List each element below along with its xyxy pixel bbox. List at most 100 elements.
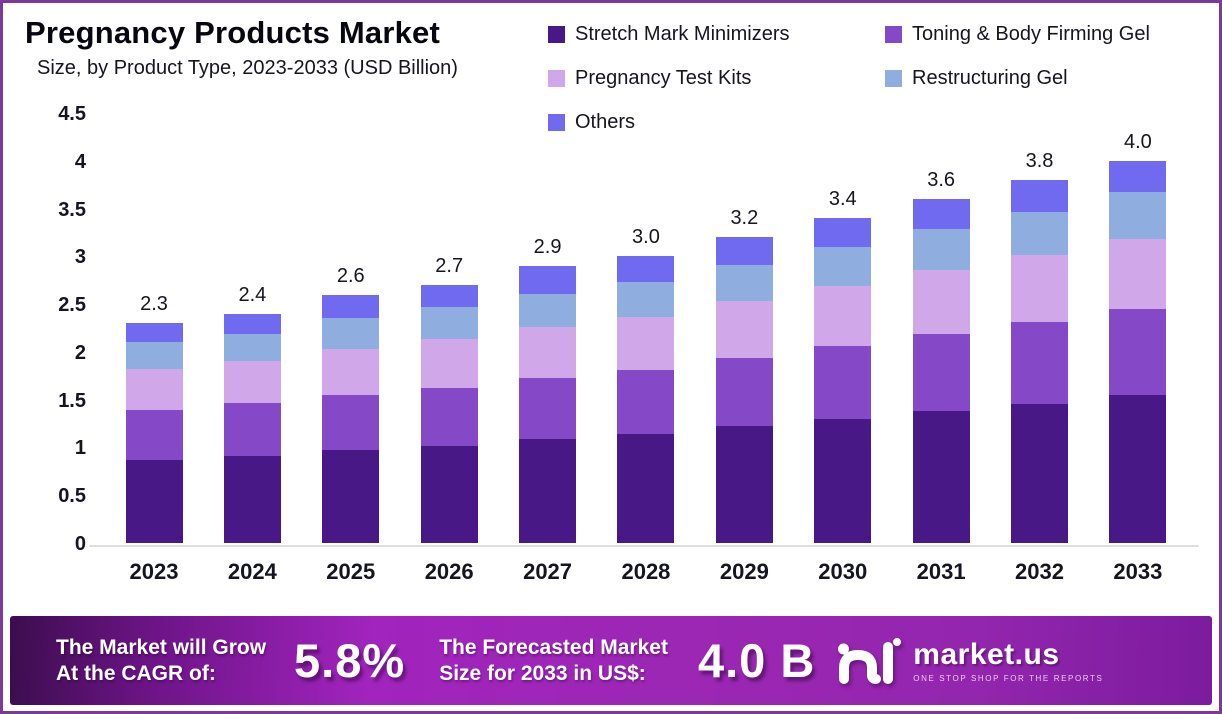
bar-stack <box>1011 180 1069 543</box>
x-axis-year-label: 2028 <box>621 559 671 584</box>
stacked-bar-chart: 4.5 4 3.5 3 2.5 2 1.5 1 0.5 0 2.3 2023 2.4 2024 2.6 20… <box>31 103 1199 615</box>
page-title: Pregnancy Products Market <box>25 15 441 50</box>
y-axis-tick-label: 4.5 <box>58 103 86 125</box>
bar-stack <box>420 285 478 543</box>
y-axis-tick-label: 1 <box>74 437 86 460</box>
cagr-value: 5.8% <box>294 634 406 687</box>
legend-swatch-icon <box>885 70 902 87</box>
x-axis-year-label: 2023 <box>129 559 179 584</box>
cagr-label-line2: At the CAGR of: <box>56 661 216 685</box>
x-axis-year-label: 2026 <box>424 559 474 584</box>
bar-segment <box>814 218 872 247</box>
bar-segment <box>322 450 380 543</box>
bar-segment <box>715 264 773 302</box>
bar-total-label: 3.4 <box>828 188 857 211</box>
bar-segment <box>420 388 478 446</box>
y-axis-tick-label: 1.5 <box>58 389 86 412</box>
brand-tagline: ONE STOP SHOP FOR THE REPORTS <box>913 674 1104 683</box>
bar-column: 2.6 2025 <box>322 115 380 585</box>
bar-segment <box>1109 192 1167 240</box>
bar-stack <box>1109 160 1167 543</box>
y-axis: 4.5 4 3.5 3 2.5 2 1.5 1 0.5 0 <box>31 103 86 555</box>
bar-segment <box>1011 211 1069 255</box>
bar-segment <box>1011 322 1069 404</box>
bar-segment <box>1109 239 1167 309</box>
legend-swatch-icon <box>548 114 565 131</box>
x-axis-year-label: 2033 <box>1113 559 1163 584</box>
title-block: Pregnancy Products Market Size, by Produ… <box>25 15 458 80</box>
marketus-logo: market.us ONE STOP SHOP FOR THE REPORTS <box>837 634 1103 688</box>
y-axis-tick-label: 0 <box>74 533 86 555</box>
bar-segment <box>617 370 675 435</box>
bar-segment <box>1109 394 1167 543</box>
x-axis-year-label: 2030 <box>818 559 868 584</box>
bar-segment <box>1109 160 1167 193</box>
bar-segment <box>912 269 970 334</box>
bar-stack <box>715 237 773 543</box>
y-axis-tick-label: 3 <box>74 246 86 269</box>
bar-segment <box>715 301 773 358</box>
bar-column: 3.2 2029 <box>715 115 773 585</box>
bar-segment <box>912 333 970 412</box>
bar-segment <box>223 333 281 362</box>
x-axis-year-label: 2032 <box>1015 559 1064 584</box>
bar-total-label: 2.3 <box>140 293 168 316</box>
legend-item: Pregnancy Test Kits <box>548 67 885 90</box>
bar-segment <box>519 293 577 328</box>
legend-label: Stretch Mark Minimizers <box>575 23 790 45</box>
bar-segment <box>420 338 478 389</box>
bar-segment <box>1109 308 1167 395</box>
plot-area: 2.3 2023 2.4 2024 2.6 2025 2.7 2026 2.9 2027 3.0 20… <box>89 115 1199 585</box>
legend-item: Restructuring Gel <box>885 67 1205 90</box>
bar-segment <box>322 349 380 395</box>
bar-stack <box>519 265 577 543</box>
bar-column: 4.0 2033 <box>1109 115 1167 585</box>
bar-total-label: 2.9 <box>533 235 562 258</box>
bar-column: 2.3 2023 <box>125 115 183 585</box>
legend-swatch-icon <box>548 70 565 87</box>
bar-total-label: 2.6 <box>336 264 365 287</box>
y-axis-tick-label: 3.5 <box>58 198 86 221</box>
bar-segment <box>125 323 183 343</box>
bar-segment <box>912 228 970 270</box>
legend-swatch-icon <box>548 26 565 43</box>
bar-segment <box>814 418 872 543</box>
forecast-label-line1: The Forecasted Market <box>439 635 668 659</box>
bar-segment <box>322 317 380 350</box>
y-axis-tick-label: 2.5 <box>58 294 86 317</box>
bar-segment <box>125 369 183 411</box>
bar-column: 3.0 2028 <box>617 115 675 585</box>
bar-segment <box>420 307 478 339</box>
bar-total-label: 3.0 <box>632 226 660 249</box>
forecast-label: The Forecasted Market Size for 2033 in U… <box>439 635 668 686</box>
cagr-label: The Market will Grow At the CAGR of: <box>56 635 266 686</box>
y-axis-tick-label: 4 <box>74 150 86 173</box>
bar-segment <box>420 285 478 308</box>
bar-segment <box>519 327 577 378</box>
cagr-label-line1: The Market will Grow <box>56 635 267 659</box>
bar-segment <box>912 411 970 543</box>
bar-segment <box>223 361 281 404</box>
bar-segment <box>519 377 577 439</box>
x-axis-baseline <box>89 545 1199 547</box>
marketus-logo-icon <box>838 637 902 684</box>
bar-segment <box>322 294 380 318</box>
bar-segment <box>519 438 577 543</box>
bar-segment <box>1011 254 1069 323</box>
bar-stack <box>223 313 281 543</box>
bar-segment <box>420 445 478 543</box>
page-subtitle: Size, by Product Type, 2023-2033 (USD Bi… <box>37 57 458 79</box>
bar-segment <box>125 342 183 370</box>
bar-segment <box>814 246 872 287</box>
bar-column: 3.4 2030 <box>814 115 872 585</box>
bar-segment <box>814 286 872 347</box>
bar-segment <box>617 256 675 283</box>
bar-column: 2.9 2027 <box>519 115 577 585</box>
legend-label: Restructuring Gel <box>912 67 1068 89</box>
bar-stack <box>814 218 872 543</box>
bar-segment <box>715 357 773 427</box>
bar-segment <box>223 313 281 334</box>
bar-segment <box>617 282 675 317</box>
bar-stack <box>322 294 380 543</box>
